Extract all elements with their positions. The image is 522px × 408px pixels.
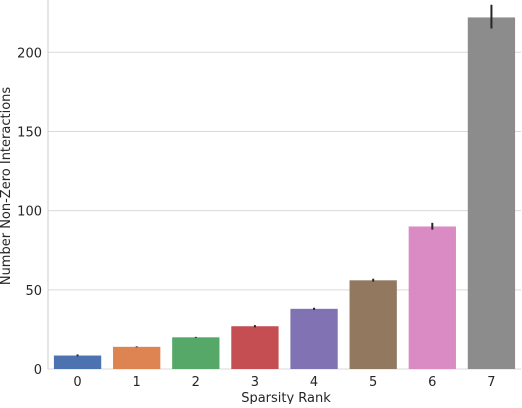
x-tick-label: 7 (487, 375, 495, 390)
bar-2 (172, 337, 220, 369)
x-tick-label: 5 (369, 375, 377, 390)
bars (53, 17, 516, 370)
x-axis-label: Sparsity Rank (241, 391, 331, 404)
y-axis-label: Number Non-Zero Interactions (0, 87, 14, 286)
bar-3 (231, 326, 279, 369)
bar-7 (467, 17, 516, 370)
y-tick-labels: 0 50 100 150 200 (17, 46, 42, 378)
bar-6 (408, 226, 456, 369)
y-tick-label: 0 (34, 363, 42, 378)
bar-5 (349, 280, 397, 369)
bar-0 (53, 355, 102, 369)
bar-4 (290, 308, 338, 369)
x-tick-label: 2 (192, 375, 200, 390)
y-tick-label: 100 (17, 205, 42, 220)
error-bars (76, 4, 493, 357)
x-tick-label: 3 (251, 375, 259, 390)
x-tick-label: 4 (310, 375, 318, 390)
y-tick-label: 150 (17, 125, 42, 140)
bar-1 (113, 346, 161, 369)
x-tick-label: 6 (428, 375, 436, 390)
y-tick-label: 50 (25, 284, 42, 299)
y-tick-label: 200 (17, 46, 42, 61)
x-tick-labels: 0 1 2 3 4 5 6 7 (73, 375, 495, 390)
x-tick-label: 1 (133, 375, 141, 390)
x-tick-label: 0 (73, 375, 81, 390)
